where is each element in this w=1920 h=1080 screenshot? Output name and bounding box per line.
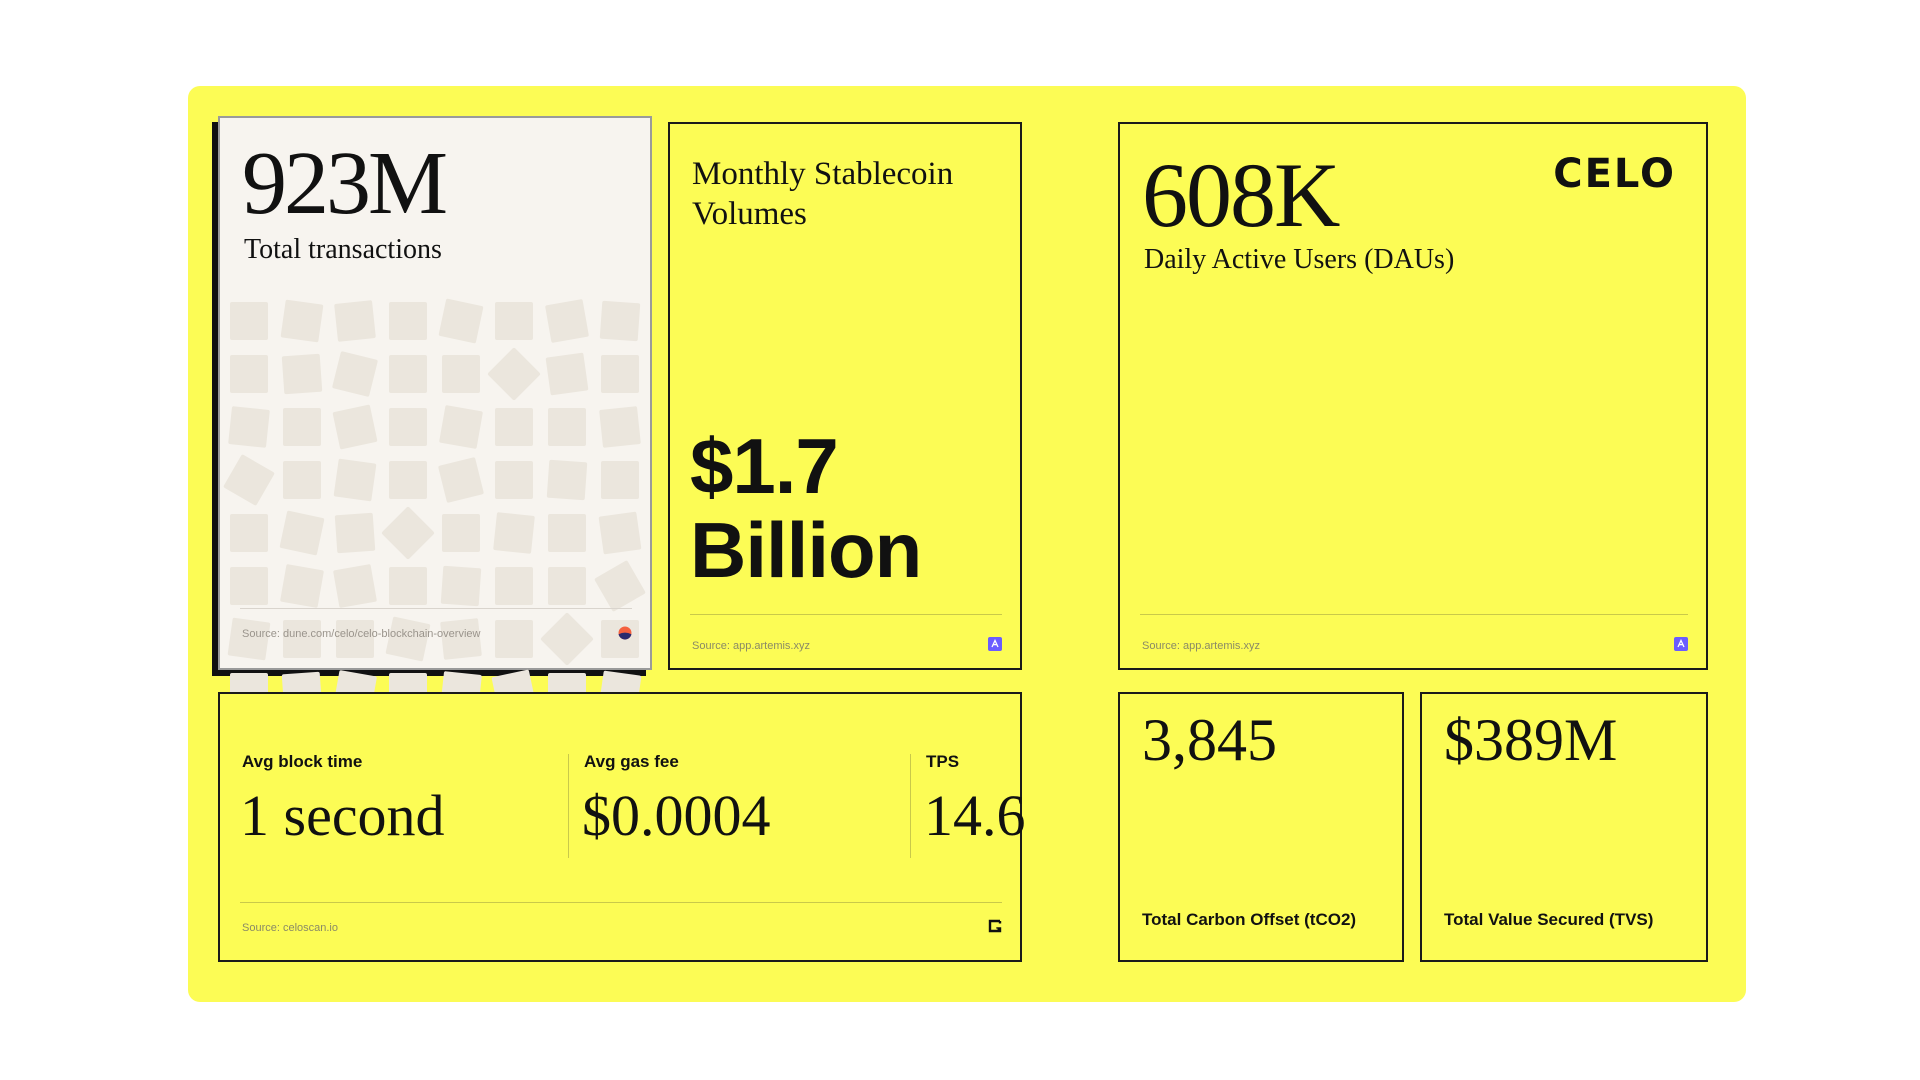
tvs-label: Total Value Secured (TVS) — [1444, 910, 1654, 929]
divider — [690, 614, 1002, 615]
decorative-tile — [601, 355, 639, 393]
decorative-tile — [546, 459, 588, 501]
stablecoin-title-line2: Volumes — [692, 196, 807, 232]
metric-divider — [568, 754, 569, 858]
decorative-tile — [598, 511, 642, 555]
decorative-tile — [389, 567, 427, 605]
metric-value-gas-fee: $0.0004 — [582, 783, 771, 848]
daily-active-users-card: 608K Daily Active Users (DAUs) CELO Sour… — [1118, 122, 1708, 670]
decorative-tile — [442, 355, 480, 393]
metric-value-tps: 14.6 — [924, 783, 1026, 848]
metric-value-block-time: 1 second — [240, 783, 445, 848]
tvs-value: $389M — [1444, 707, 1618, 773]
decorative-tile — [548, 514, 586, 552]
dau-value: 608K — [1142, 144, 1340, 246]
stablecoin-volumes-card: Monthly Stablecoin Volumes $1.7 Billion … — [668, 122, 1022, 670]
decorative-tile — [281, 353, 323, 395]
decorative-tile — [389, 302, 427, 340]
decorative-tile — [440, 565, 482, 607]
celo-logo: CELO — [1553, 151, 1676, 197]
decorative-tile — [381, 506, 435, 560]
stablecoin-value-line2: Billion — [690, 506, 922, 594]
decorative-tile — [389, 408, 427, 446]
divider — [240, 902, 1002, 903]
decorative-tile — [230, 567, 268, 605]
decorative-tile — [437, 456, 485, 504]
decorative-tile — [332, 404, 378, 450]
decorative-tile — [334, 512, 376, 554]
dashboard-board: 923M Total transactions Source: dune.com… — [188, 86, 1746, 1002]
network-metrics-card: Avg block time 1 second Avg gas fee $0.0… — [218, 692, 1026, 962]
decorative-tile — [331, 350, 379, 398]
carbon-offset-value: 3,845 — [1142, 707, 1277, 773]
decorative-tile — [495, 408, 533, 446]
metric-label-block-time: Avg block time — [242, 752, 363, 771]
total-value-secured-card: $389M Total Value Secured (TVS) — [1420, 692, 1708, 962]
decorative-tile — [283, 461, 321, 499]
carbon-offset-card: 3,845 Total Carbon Offset (tCO2) — [1118, 692, 1404, 962]
decorative-tile — [279, 510, 325, 556]
decorative-tile — [545, 352, 589, 396]
decorative-tile — [599, 300, 641, 342]
metric-label-gas-fee: Avg gas fee — [584, 752, 679, 771]
carbon-offset-label: Total Carbon Offset (tCO2) — [1142, 910, 1357, 929]
decorative-tile — [548, 408, 586, 446]
divider — [1140, 614, 1688, 615]
decorative-tile — [336, 620, 374, 658]
decorative-tile — [332, 563, 378, 609]
dune-logo-icon[interactable] — [618, 626, 632, 640]
dau-label: Daily Active Users (DAUs) — [1144, 244, 1455, 275]
divider — [240, 608, 632, 609]
decorative-tile — [230, 514, 268, 552]
decorative-tile — [280, 299, 324, 343]
stablecoin-title-line1: Monthly Stablecoin — [692, 156, 954, 192]
decorative-tile — [389, 355, 427, 393]
source-text: Source: app.artemis.xyz — [692, 640, 810, 652]
decorative-tile — [594, 560, 646, 612]
decorative-tile — [334, 300, 376, 342]
artemis-logo-icon[interactable] — [988, 637, 1002, 651]
decorative-tile — [599, 406, 641, 448]
decorative-tile — [601, 461, 639, 499]
decorative-tile — [438, 404, 484, 450]
artemis-logo-icon[interactable] — [1674, 637, 1688, 651]
total-transactions-card: 923M Total transactions Source: dune.com… — [218, 116, 652, 715]
decorative-tile — [279, 563, 325, 609]
metric-divider — [910, 754, 911, 858]
decorative-tile — [495, 461, 533, 499]
source-text: Source: dune.com/celo/celo-blockchain-ov… — [242, 628, 481, 640]
decorative-tile — [495, 567, 533, 605]
celoscan-logo-icon[interactable] — [988, 919, 1002, 933]
decorative-tile — [495, 302, 533, 340]
decorative-tile — [438, 298, 484, 344]
metric-label-tps: TPS — [926, 752, 960, 771]
source-text: Source: celoscan.io — [242, 922, 338, 934]
decorative-tile — [389, 461, 427, 499]
decorative-tile — [540, 612, 594, 666]
decorative-tile — [283, 620, 321, 658]
stablecoin-value: $1.7 Billion — [690, 422, 922, 594]
decorative-tile — [333, 458, 377, 502]
total-transactions-label: Total transactions — [244, 234, 442, 265]
decorative-tile — [493, 512, 535, 554]
decorative-tile — [487, 347, 541, 401]
source-text: Source: app.artemis.xyz — [1142, 640, 1260, 652]
decorative-tile — [230, 355, 268, 393]
decorative-tile — [223, 454, 275, 506]
stablecoin-title: Monthly Stablecoin Volumes — [692, 154, 953, 234]
decorative-tile — [548, 567, 586, 605]
stablecoin-value-line1: $1.7 — [690, 422, 839, 510]
decorative-tile — [230, 302, 268, 340]
total-transactions-value: 923M — [242, 134, 448, 233]
decorative-tile — [442, 514, 480, 552]
decorative-tile — [495, 620, 533, 658]
decorative-tile — [228, 406, 270, 448]
decorative-tile — [601, 620, 639, 658]
decorative-tile — [544, 298, 590, 344]
decorative-tile — [283, 408, 321, 446]
